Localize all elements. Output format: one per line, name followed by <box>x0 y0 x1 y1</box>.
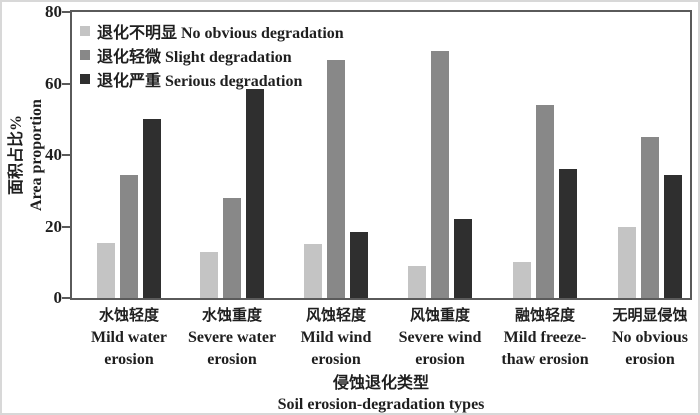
legend-item: 退化轻微 Slight degradation <box>80 43 344 67</box>
x-category-label-en: No obvious <box>611 329 689 346</box>
x-category-label-en: erosion <box>311 351 361 368</box>
x-category-label-en: Severe wind <box>398 329 482 346</box>
y-axis-title: 面积占比% Area proportion <box>7 5 47 305</box>
legend-swatch-icon <box>80 74 90 84</box>
y-axis-title-zh: 面积占比% <box>8 115 25 196</box>
legend-label: 退化不明显 No obvious degradation <box>97 25 344 42</box>
bar <box>408 265 426 298</box>
y-tick-mark <box>62 11 70 13</box>
x-category-label-en: Mild wind <box>300 329 372 346</box>
y-tick-mark <box>62 297 70 299</box>
legend-item: 退化不明显 No obvious degradation <box>80 19 344 43</box>
bar <box>246 88 264 298</box>
x-axis-title-zh: 侵蚀退化类型 <box>332 375 429 392</box>
x-category-label-zh: 融蚀轻度 <box>514 308 575 324</box>
bar-group <box>200 88 264 298</box>
x-category-label-zh: 风蚀重度 <box>409 308 470 324</box>
x-category-label: 风蚀重度 Severe wind erosion <box>378 305 502 371</box>
legend-label: 退化严重 Serious degradation <box>97 73 303 90</box>
plot-area: 退化不明显 No obvious degradation 退化轻微 Slight … <box>70 10 692 300</box>
x-category-label: 融蚀轻度 Mild freeze-thaw erosion <box>483 305 607 371</box>
y-tick-mark <box>62 82 70 85</box>
x-category-label-zh: 无明显侵蚀 <box>612 308 688 324</box>
bar-group <box>618 137 682 298</box>
legend-label: 退化轻微 Slight degradation <box>97 49 292 66</box>
x-category-label-en: Mild water <box>91 329 167 346</box>
legend-swatch-icon <box>80 26 90 36</box>
bar <box>327 60 345 298</box>
y-tick-mark <box>62 225 70 228</box>
x-category-label: 无明显侵蚀 No obvious erosion <box>588 305 700 371</box>
y-tick-label: 40 <box>45 145 62 164</box>
y-tick-label: 0 <box>53 288 63 307</box>
bar <box>200 251 218 298</box>
x-category-label-en: thaw erosion <box>501 351 589 368</box>
y-tick-label: 60 <box>45 73 62 93</box>
x-category-label: 风蚀轻度 Mild wind erosion <box>274 305 398 371</box>
bar <box>618 226 636 298</box>
bar-group <box>304 60 368 298</box>
bar <box>223 197 241 298</box>
legend-item: 退化严重 Serious degradation <box>80 67 344 91</box>
x-category-label: 水蚀轻度 Mild water erosion <box>67 305 191 371</box>
x-category-label-zh: 水蚀重度 <box>201 308 262 324</box>
bar-group <box>408 51 472 298</box>
x-category-label: 水蚀重度 Severe water erosion <box>170 305 294 371</box>
bar <box>536 104 554 298</box>
x-category-label-en: erosion <box>415 351 465 368</box>
x-category-label-en: erosion <box>625 351 675 368</box>
x-axis-title: 侵蚀退化类型 Soil erosion-degradation types <box>70 373 692 415</box>
x-category-label-en: Severe water <box>187 329 277 346</box>
bar <box>350 231 368 298</box>
bar <box>304 244 322 298</box>
x-category-label-en: erosion <box>207 351 257 368</box>
plot-inner <box>72 12 690 298</box>
bar <box>559 169 577 298</box>
bar <box>664 174 682 298</box>
x-category-label-en: erosion <box>104 351 154 368</box>
bar <box>120 174 138 298</box>
legend-swatch-icon <box>80 50 90 60</box>
x-axis-title-en: Soil erosion-degradation types <box>277 396 485 413</box>
bar <box>513 262 531 298</box>
bar-group <box>97 119 161 298</box>
bar <box>641 137 659 298</box>
bar <box>431 51 449 298</box>
y-tick-label: 80 <box>45 2 62 21</box>
y-axis-title-en: Area proportion <box>28 99 45 211</box>
y-tick-label: 20 <box>45 216 62 236</box>
x-category-label-en: Mild freeze- <box>503 329 587 346</box>
bar-group <box>513 104 577 298</box>
x-category-label-zh: 水蚀轻度 <box>98 308 159 324</box>
legend: 退化不明显 No obvious degradation 退化轻微 Slight … <box>80 19 344 91</box>
bar <box>454 219 472 298</box>
bar <box>143 119 161 298</box>
x-category-label-zh: 风蚀轻度 <box>305 308 366 324</box>
y-tick-mark <box>62 154 70 156</box>
bar <box>97 242 115 298</box>
